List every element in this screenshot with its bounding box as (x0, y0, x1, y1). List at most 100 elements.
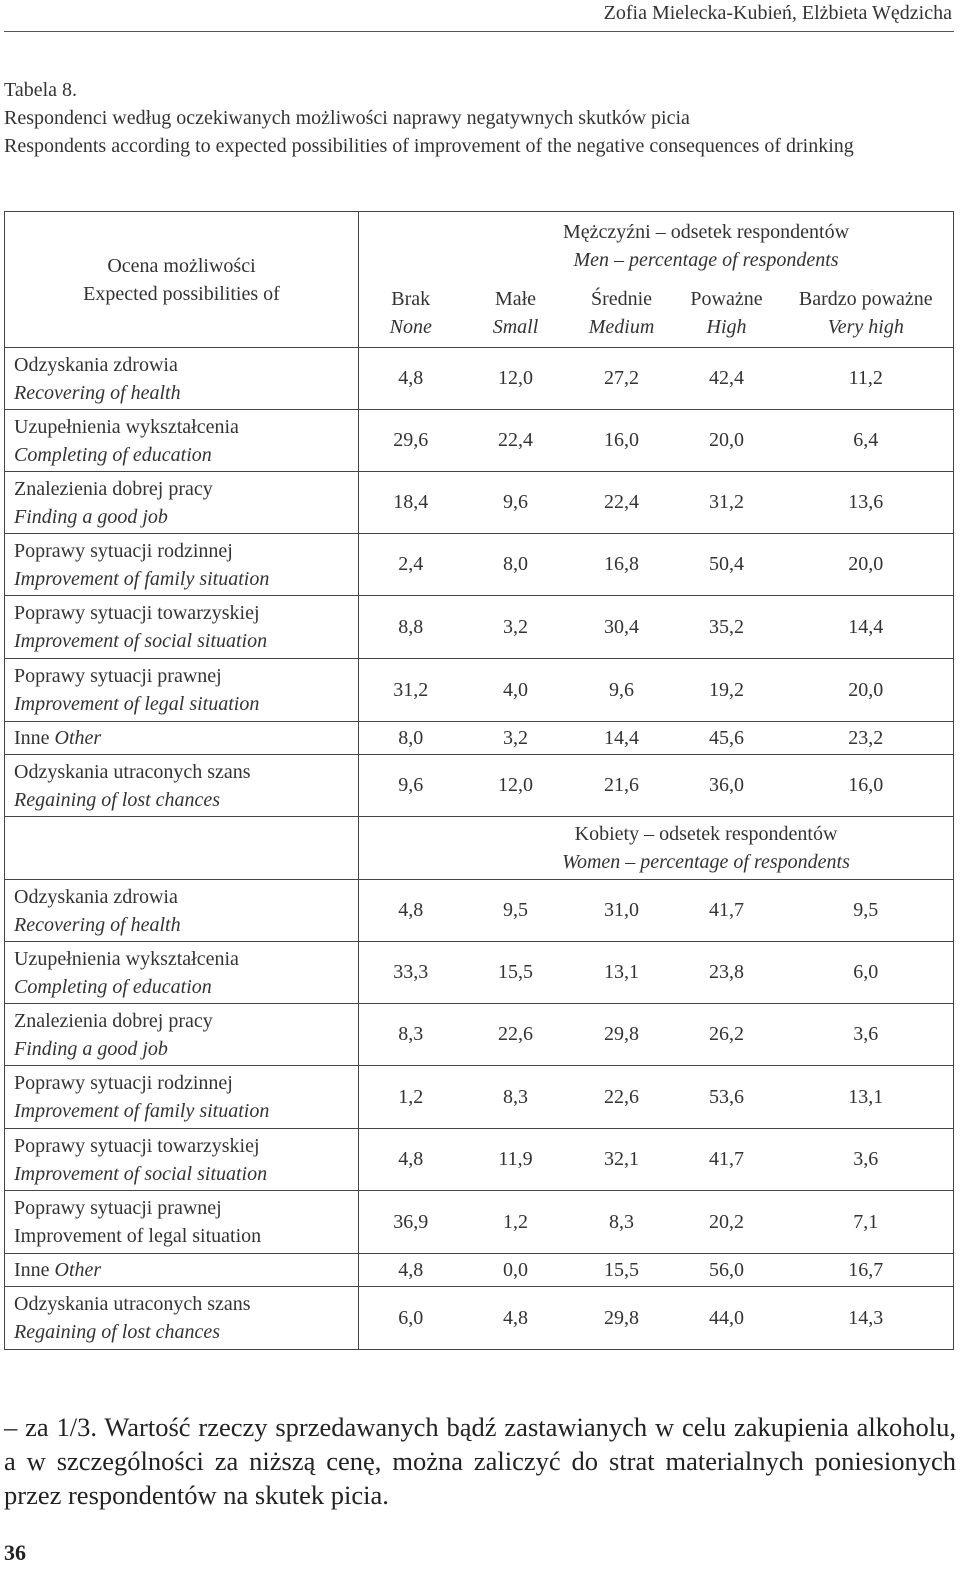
value-cell: 44,0 (674, 1286, 779, 1350)
row-label: Odzyskania zdrowia Recovering of health (4, 879, 359, 942)
row-label-pl: Poprawy sytuacji prawnej (14, 1197, 222, 1219)
value-cell: 13,6 (778, 471, 955, 534)
value-cell: 16,7 (778, 1253, 955, 1287)
men-title-en: Men – percentage of respondents (573, 248, 839, 271)
table-row: Odzyskania zdrowia Recovering of health 4,… (4, 879, 955, 942)
table-row: Znalezienia dobrej pracy Finding a good j… (4, 471, 955, 534)
value-cell: 8,8 (358, 595, 463, 659)
table-caption: Tabela 8. Respondenci według oczekiwanyc… (4, 76, 954, 160)
row-label: Poprawy sytuacji towarzyskiej Improvement… (4, 595, 359, 659)
row-label-pl: Znalezienia dobrej pracy (14, 477, 213, 500)
row-label-en: Completing of education (14, 975, 212, 998)
value-cell: 50,4 (674, 533, 779, 596)
value-cell: 26,2 (674, 1003, 779, 1066)
value-cell: 30,4 (568, 595, 675, 659)
value-cell: 4,8 (358, 347, 463, 410)
men-group-header: Mężczyźni – odsetek respondentów Men – pe… (357, 211, 955, 280)
row-label-en: Improvement of family situation (14, 1100, 270, 1122)
header-row-group: Ocena możliwości Expected possibilities o… (4, 211, 955, 348)
value-cell: 8,3 (568, 1190, 675, 1254)
data-table: Ocena możliwości Expected possibilities o… (4, 211, 955, 1350)
value-cell: 3,2 (462, 721, 569, 755)
value-cell: 11,2 (778, 347, 955, 410)
column-header-en: High (706, 316, 747, 339)
value-cell: 9,5 (778, 879, 955, 942)
column-header: Bardzo poważne Very high (778, 279, 955, 348)
value-cell: 1,2 (358, 1065, 463, 1129)
value-cell: 42,4 (674, 347, 779, 410)
table-row: Odzyskania zdrowia Recovering of health 4,… (4, 347, 955, 410)
value-cell: 29,8 (568, 1003, 675, 1066)
value-cell: 16,0 (778, 754, 955, 817)
column-header-en: Very high (827, 316, 904, 339)
value-cell: 11,9 (462, 1128, 569, 1191)
body-paragraph: – za 1/3. Wartość rzeczy sprzedawanych b… (4, 1412, 956, 1510)
value-cell: 23,2 (778, 721, 955, 755)
row-label-en: Recovering of health (14, 913, 181, 936)
row-label: Odzyskania utraconych szans Regaining of … (4, 1286, 359, 1350)
value-cell: 31,2 (358, 658, 463, 722)
value-cell: 13,1 (778, 1065, 955, 1129)
row-label-pl: Odzyskania utraconych szans (14, 760, 251, 783)
value-cell: 1,2 (462, 1190, 569, 1254)
row-label-en: Improvement of family situation (14, 567, 270, 590)
value-cell: 9,5 (462, 879, 569, 942)
value-cell: 3,6 (778, 1003, 955, 1066)
value-cell: 45,6 (674, 721, 779, 755)
value-cell: 36,9 (358, 1190, 463, 1254)
value-cell: 3,2 (462, 595, 569, 659)
column-header-en: Small (492, 316, 539, 339)
column-header: Małe Small (462, 279, 569, 348)
men-title-pl: Mężczyźni – odsetek respondentów (563, 220, 850, 243)
value-cell: 19,2 (674, 658, 779, 722)
value-cell: 6,0 (778, 941, 955, 1004)
value-cell: 4,8 (358, 879, 463, 942)
value-cell: 31,0 (568, 879, 675, 942)
row-label: Poprawy sytuacji prawnej Improvement of l… (4, 1190, 359, 1254)
value-cell: 29,6 (358, 409, 463, 472)
row-label-pl: Uzupełnienia wykształcenia (14, 947, 239, 970)
value-cell: 15,5 (568, 1253, 675, 1287)
row-label: Znalezienia dobrej pracy Finding a good j… (4, 471, 359, 534)
value-cell: 27,2 (568, 347, 675, 410)
value-cell: 14,3 (778, 1286, 955, 1350)
header-label-cell: Ocena możliwości Expected possibilities o… (4, 211, 359, 348)
value-cell: 4,8 (462, 1286, 569, 1350)
table-row: Odzyskania utraconych szans Regaining of … (4, 1286, 955, 1350)
value-cell: 15,5 (462, 941, 569, 1004)
value-cell: 22,6 (568, 1065, 675, 1129)
header-label-pl: Ocena możliwości (107, 254, 256, 277)
row-label-pl: Poprawy sytuacji prawnej (14, 665, 222, 687)
value-cell: 20,0 (674, 409, 779, 472)
column-header-pl: Średnie (590, 288, 653, 311)
table-row: Znalezienia dobrej pracy Finding a good j… (4, 1003, 955, 1066)
row-label-en: Improvement of social situation (14, 630, 268, 652)
value-cell: 22,4 (568, 471, 675, 534)
value-cell: 4,0 (462, 658, 569, 722)
row-label-pl: Odzyskania zdrowia (14, 353, 178, 376)
value-cell: 9,6 (358, 754, 463, 817)
row-label-pl: Poprawy sytuacji rodzinnej (14, 539, 233, 562)
value-cell: 35,2 (674, 595, 779, 659)
row-label-pl: Poprawy sytuacji rodzinnej (14, 1072, 233, 1094)
table-row: Poprawy sytuacji prawnej Improvement of l… (4, 1190, 955, 1254)
table-row: Inne Other 8,0 3,2 14,4 45,6 23,2 (4, 721, 955, 755)
value-cell: 8,3 (462, 1065, 569, 1129)
row-label: Poprawy sytuacji rodzinnej Improvement of… (4, 1065, 359, 1129)
table-row: Poprawy sytuacji towarzyskiej Improvement… (4, 1128, 955, 1191)
women-title-pl: Kobiety – odsetek respondentów (574, 823, 838, 845)
column-header-pl: Brak (391, 288, 431, 311)
row-label: Poprawy sytuacji prawnej Improvement of l… (4, 658, 359, 722)
row-label: Inne Other (4, 721, 359, 755)
value-cell: 41,7 (674, 879, 779, 942)
row-label-en: Regaining of lost chances (14, 1321, 221, 1343)
column-header: Brak None (358, 279, 463, 348)
table-title-en: Respondents according to expected possib… (4, 135, 854, 157)
page-number: 36 (4, 1540, 26, 1565)
column-header-pl: Małe (494, 288, 537, 311)
value-cell: 9,6 (462, 471, 569, 534)
women-title-en: Women – percentage of respondents (562, 851, 850, 873)
table-row: Inne Other 4,8 0,0 15,5 56,0 16,7 (4, 1253, 955, 1287)
row-label-line: Inne Other (14, 1256, 358, 1284)
table-row: Poprawy sytuacji rodzinnej Improvement of… (4, 533, 955, 596)
